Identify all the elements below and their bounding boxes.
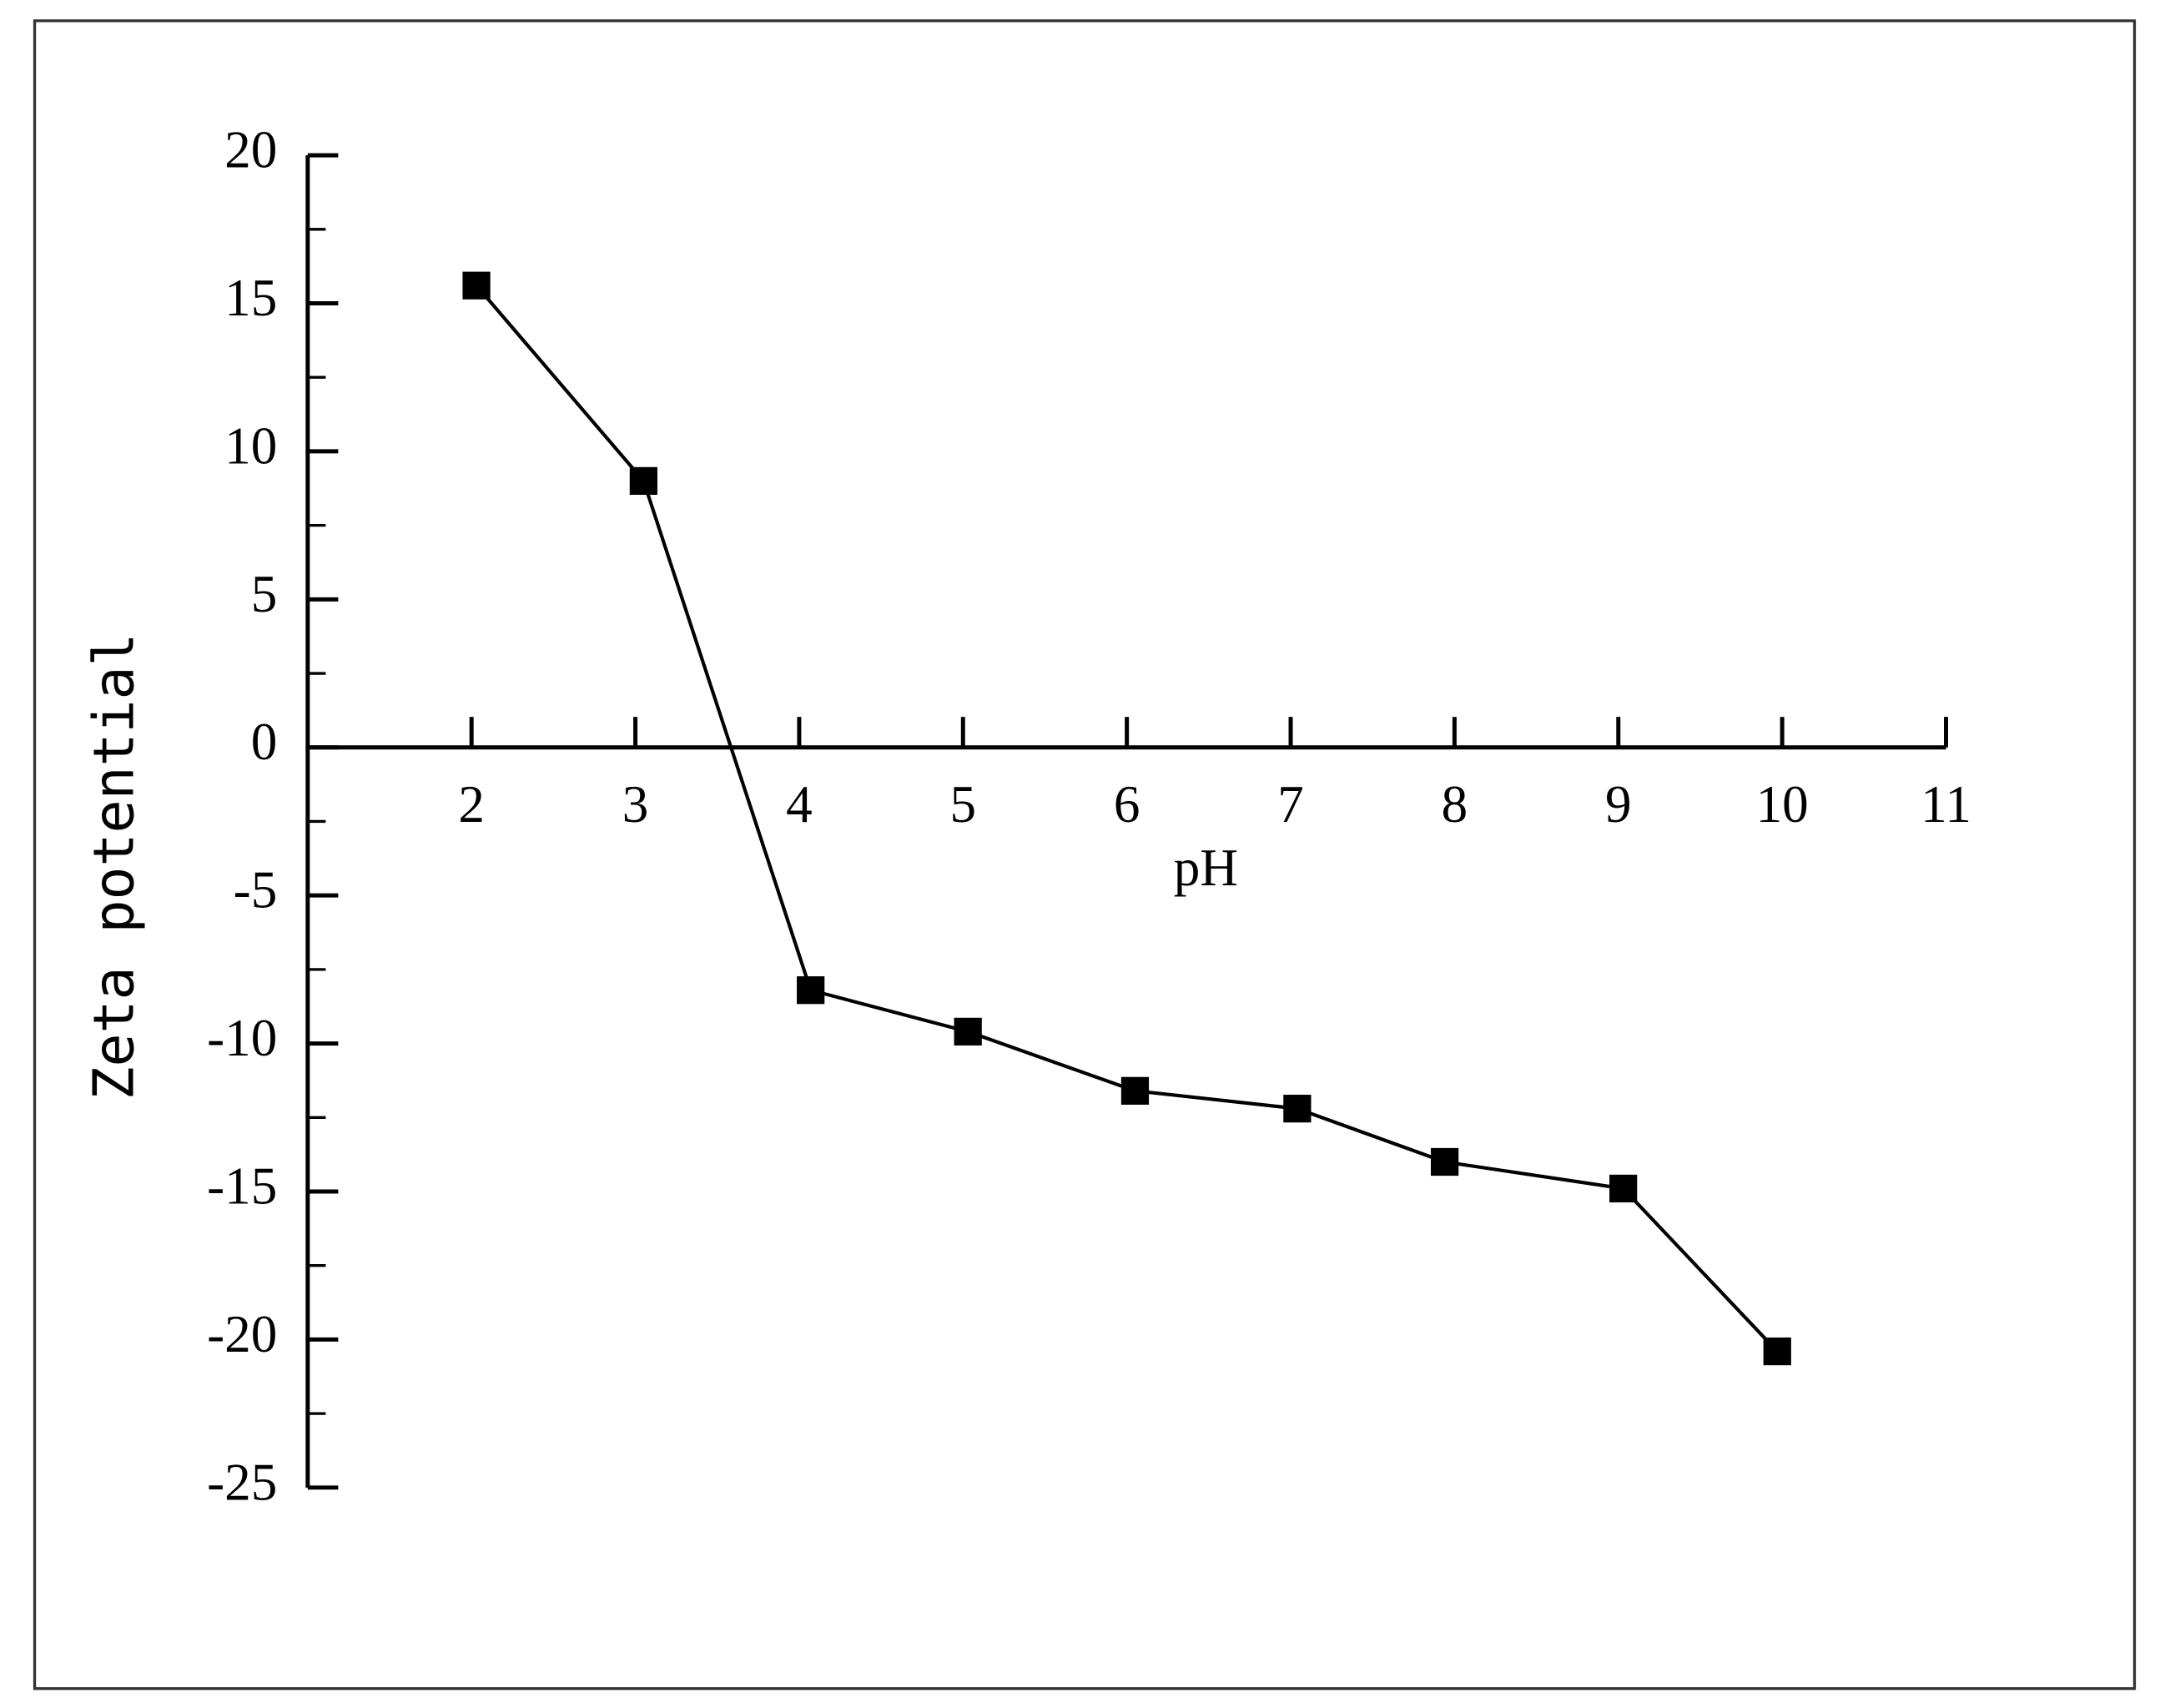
- x-tick-label: 5: [950, 775, 977, 834]
- data-point: [1283, 1095, 1312, 1123]
- y-tick-label: -20: [207, 1305, 277, 1363]
- y-tick-label: -25: [207, 1453, 277, 1511]
- y-tick-label: 15: [224, 269, 277, 327]
- x-tick-label: 2: [458, 775, 485, 834]
- x-tick-label: 11: [1921, 775, 1971, 834]
- data-point: [1431, 1147, 1459, 1176]
- y-tick-label: 5: [251, 565, 278, 623]
- data-point: [954, 1017, 982, 1045]
- x-tick-label: 7: [1277, 775, 1304, 834]
- data-point: [1120, 1076, 1150, 1105]
- x-tick-label: 3: [622, 775, 649, 834]
- y-tick-label: 20: [224, 121, 277, 179]
- x-axis-label: pH: [1174, 839, 1238, 897]
- x-tick-label: 4: [786, 775, 813, 834]
- data-point: [797, 976, 825, 1005]
- y-tick-label: -15: [207, 1156, 277, 1215]
- data-point: [1609, 1174, 1638, 1203]
- data-point: [462, 271, 491, 300]
- x-tick-label: 9: [1605, 775, 1632, 834]
- y-tick-label: 10: [224, 416, 277, 475]
- x-tick-label: 8: [1442, 775, 1468, 834]
- x-tick-label: 6: [1114, 775, 1140, 834]
- data-point: [629, 466, 657, 496]
- x-tick-label: 10: [1756, 775, 1809, 834]
- y-tick-label: 0: [251, 713, 278, 771]
- y-tick-label: -10: [207, 1009, 277, 1067]
- data-point: [1763, 1337, 1791, 1366]
- y-tick-label: -5: [234, 861, 278, 919]
- frame: [33, 19, 2137, 1690]
- y-axis-label: Zeta potential: [81, 632, 146, 1100]
